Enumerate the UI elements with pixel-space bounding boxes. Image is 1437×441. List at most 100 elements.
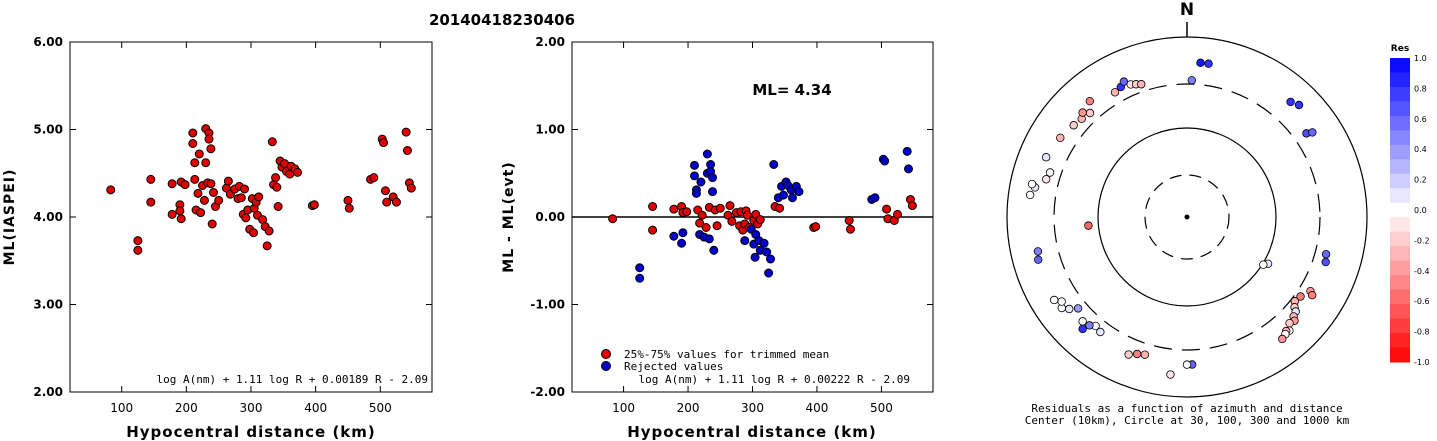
station-point: [1027, 179, 1037, 189]
station-point: [1285, 318, 1294, 328]
left-data-point: [167, 179, 177, 189]
mid-ytick-label: 0.00: [535, 210, 565, 224]
left-data-point: [204, 134, 214, 144]
colorbar-swatch: [1390, 217, 1410, 233]
station-point: [1057, 297, 1066, 306]
left-data-point: [214, 195, 224, 205]
left-data-point: [175, 206, 185, 216]
legend-marker-rejected: [601, 361, 611, 371]
station-point: [1069, 121, 1078, 130]
station-point: [1049, 295, 1059, 305]
legend-marker-trimmed: [601, 349, 611, 359]
left-ticks: 100 200 300 400 500 2.00 3.00 4.00 5.00 6.00: [33, 35, 432, 415]
mid-data-point: [715, 203, 725, 213]
mid-data-point: [608, 214, 618, 224]
mid-ytick-label: -1.00: [530, 298, 565, 312]
mid-data-point: [775, 203, 785, 213]
mid-xtick-label: 500: [870, 401, 893, 415]
mid-data-point: [691, 188, 701, 198]
mid-data-point: [811, 222, 821, 232]
station-point: [1041, 153, 1051, 162]
left-data-point: [401, 127, 411, 137]
left-data-point: [106, 185, 116, 195]
station-point: [1307, 291, 1317, 300]
mid-data-point: [682, 207, 692, 217]
mid-data-point: [725, 201, 735, 211]
station-point: [1187, 76, 1196, 85]
left-data-point: [188, 139, 198, 148]
mid-data-point: [701, 223, 711, 232]
station-point: [1321, 257, 1330, 267]
mid-data-point: [750, 252, 760, 262]
station-point: [1124, 350, 1133, 359]
station-point: [1084, 221, 1093, 230]
azimuth-polar-plot: N Residuals as a function of azimuth and…: [1006, 0, 1368, 427]
station-point: [1096, 327, 1105, 337]
mid-data-point: [844, 216, 854, 225]
left-data-point: [293, 167, 303, 177]
colorbar-tick-label: -0.6: [1414, 297, 1430, 306]
mid-ytick-label: 1.00: [535, 123, 565, 137]
mid-data-point: [669, 231, 679, 241]
mid-data-point: [709, 245, 719, 255]
left-ytick-label: 5.00: [33, 123, 63, 137]
circle-1000km: [1006, 36, 1368, 398]
mid-xtick-label: 100: [612, 401, 635, 415]
left-xtick-label: 500: [369, 401, 392, 415]
circle-100km: [1097, 127, 1277, 307]
colorbar-tick-label: 0.2: [1414, 176, 1427, 185]
legend-label-rejected: Rejected values: [624, 360, 723, 373]
mid-points: [608, 146, 917, 283]
mid-data-point: [704, 234, 714, 244]
mid-data-point: [755, 215, 765, 225]
station-point: [1078, 108, 1087, 117]
left-data-point: [193, 188, 203, 198]
polar-caption-line1: Residuals as a function of azimuth and d…: [1031, 402, 1342, 415]
left-data-point: [262, 241, 272, 251]
station-point: [1196, 58, 1205, 67]
left-data-point: [241, 213, 251, 223]
mid-data-point: [740, 236, 750, 246]
station-point: [1286, 97, 1295, 107]
left-formula: log A(nm) + 1.11 log R + 0.00189 R - 2.0…: [156, 373, 428, 386]
colorbar-swatch: [1390, 115, 1410, 131]
left-data-point: [267, 137, 277, 147]
mid-xlabel: Hypocentral distance (km): [627, 423, 877, 441]
mid-data-point: [708, 187, 718, 197]
colorbar-swatch: [1390, 275, 1410, 291]
station-point: [1182, 360, 1192, 369]
station-point: [1110, 88, 1120, 97]
left-data-point: [206, 144, 216, 154]
left-data-point: [206, 179, 216, 189]
station-point: [1073, 304, 1083, 313]
page-title: 20140418230406: [429, 11, 575, 29]
colorbar-swatch: [1390, 58, 1410, 73]
mid-data-point: [870, 193, 880, 203]
colorbar-tick-label: 0.8: [1414, 84, 1427, 93]
mid-data-point: [727, 216, 737, 226]
mid-data-point: [845, 224, 855, 234]
left-data-point: [188, 128, 198, 138]
mid-data-point: [766, 254, 776, 264]
left-points: [106, 124, 416, 255]
station-point: [1041, 175, 1051, 184]
colorbar-ticks: 1.0 0.8 0.6 0.4 0.2 0.0 -0.2 -0.4 -0.6 -0.8 -1.0: [1414, 54, 1430, 367]
left-xtick-label: 400: [304, 401, 327, 415]
station-point: [1119, 77, 1129, 86]
left-data-point: [379, 138, 389, 148]
circle-30km: [1144, 174, 1230, 260]
left-xtick-label: 300: [240, 401, 263, 415]
left-data-point: [402, 146, 412, 155]
left-data-point: [133, 236, 143, 246]
mid-data-point: [635, 273, 645, 283]
station-point: [1132, 349, 1142, 359]
left-data-point: [176, 214, 186, 224]
mid-ytick-label: -2.00: [530, 385, 565, 399]
left-data-point: [167, 209, 177, 219]
mid-data-point: [764, 268, 774, 278]
left-data-point: [190, 174, 200, 184]
left-data-point: [146, 174, 156, 184]
station-point: [1045, 168, 1055, 177]
station-point: [1166, 370, 1175, 379]
